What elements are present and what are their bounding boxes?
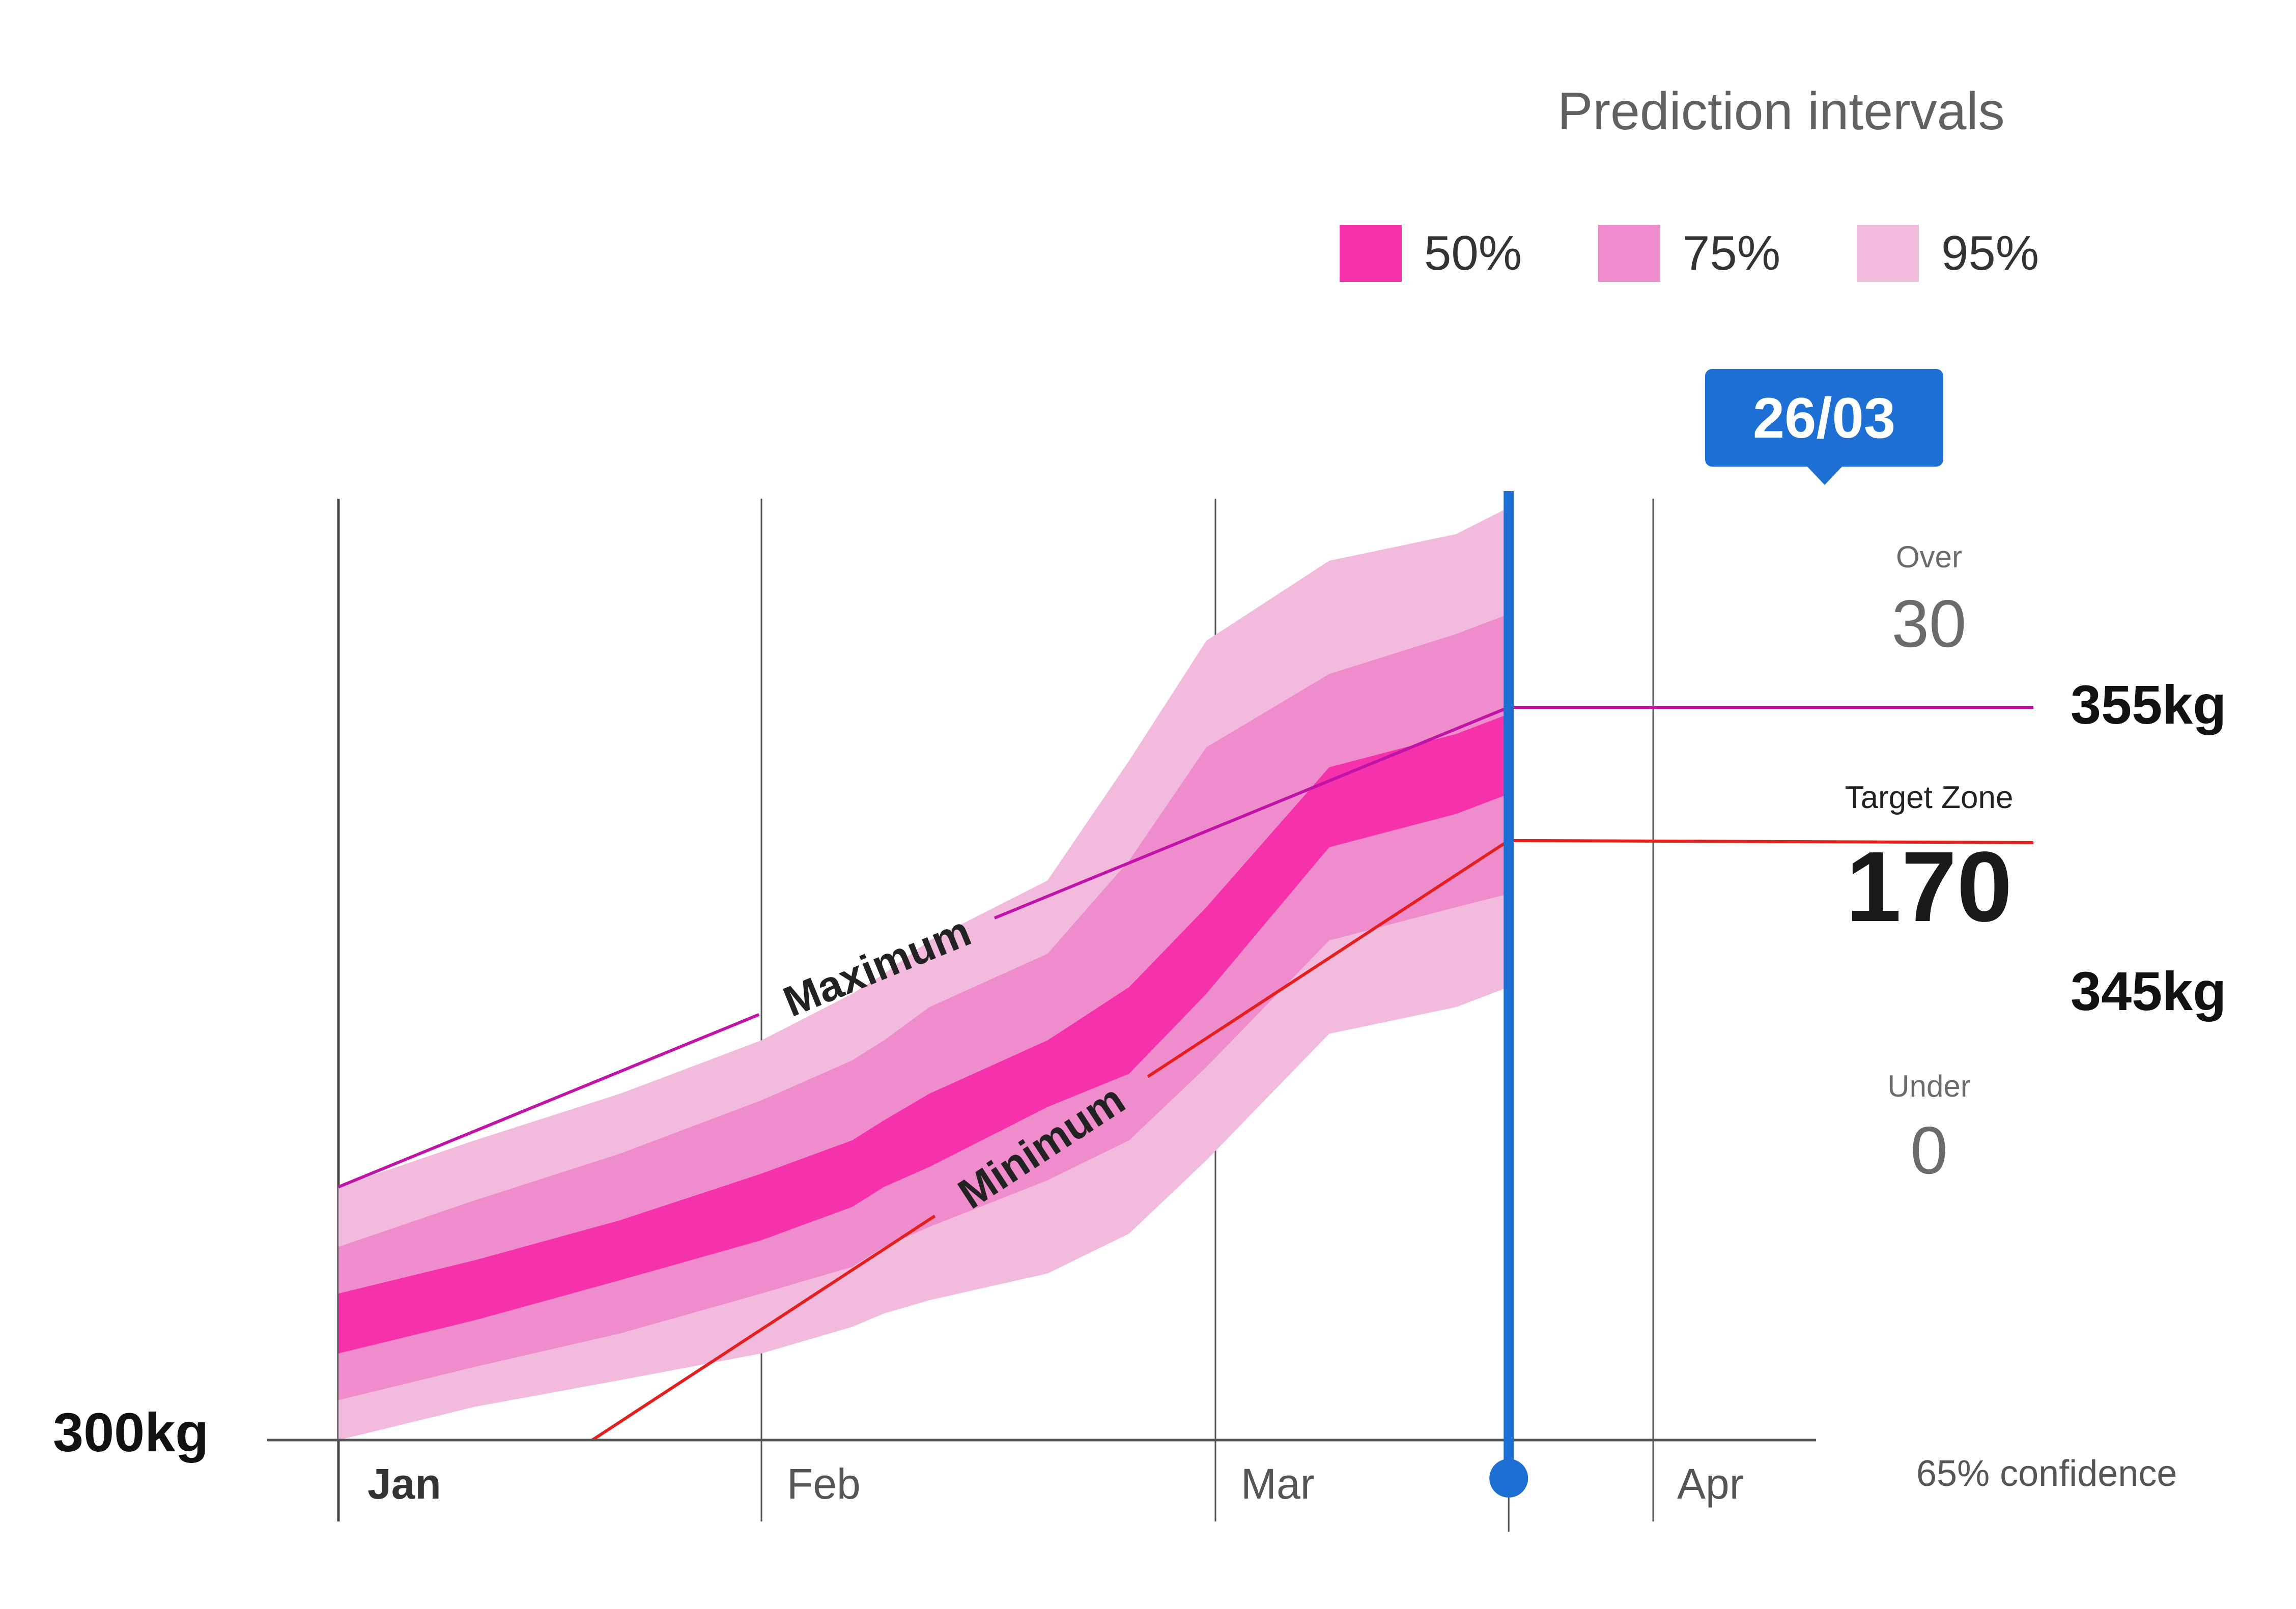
under-label: Under xyxy=(1887,1069,1971,1103)
marker-date-badge: 26/03 xyxy=(1705,369,1943,467)
under-value: 0 xyxy=(1910,1113,1948,1188)
maximum-line-segment-1 xyxy=(337,1013,760,1189)
legend-title: Prediction intervals xyxy=(1557,82,2005,141)
minimum-line-extension xyxy=(1509,839,2034,844)
legend-swatch-50 xyxy=(1340,225,1402,282)
legend-label-75: 75% xyxy=(1683,226,1781,280)
legend-label-50: 50% xyxy=(1424,226,1522,280)
trend-lines xyxy=(337,706,2034,1442)
over-value: 30 xyxy=(1891,586,1967,661)
legend-item-95: 95% xyxy=(1857,225,2039,282)
legend-swatch-75 xyxy=(1598,225,1660,282)
legend-label-95: 95% xyxy=(1941,226,2039,280)
min-weight-label: 345kg xyxy=(2071,960,2227,1022)
maximum-line-segment-2 xyxy=(994,706,1510,920)
max-weight-label: 355kg xyxy=(2071,674,2227,735)
legend-item-50: 50% xyxy=(1340,225,1522,282)
band-50 xyxy=(338,714,1509,1354)
marker-date-badge-pointer xyxy=(1806,466,1843,485)
legend-swatch-95 xyxy=(1857,225,1919,282)
minimum-line-segment-2 xyxy=(1147,839,1510,1078)
minimum-line-segment-1 xyxy=(591,1215,936,1442)
month-label-jan: Jan xyxy=(367,1460,441,1508)
month-label-apr: Apr xyxy=(1677,1460,1744,1508)
month-label-feb: Feb xyxy=(787,1460,861,1508)
month-label-mar: Mar xyxy=(1241,1460,1315,1508)
prediction-bands xyxy=(338,507,1509,1440)
target-zone-value: 170 xyxy=(1846,831,2012,942)
over-label: Over xyxy=(1895,540,1963,574)
band-75 xyxy=(338,614,1509,1400)
baseline-weight-label: 300kg xyxy=(53,1401,209,1463)
marker-drag-handle[interactable] xyxy=(1489,1459,1528,1498)
target-zone-label: Target Zone xyxy=(1845,780,2014,815)
date-marker xyxy=(1489,491,1528,1532)
confidence-label: 65% confidence xyxy=(1916,1453,2177,1494)
legend-item-75: 75% xyxy=(1598,225,1780,282)
